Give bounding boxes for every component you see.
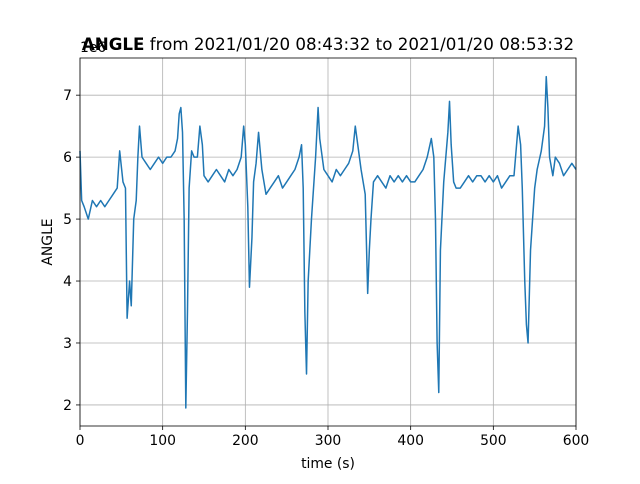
y-offset-label: 1e6 [80, 40, 106, 56]
x-tick-label: 0 [76, 433, 85, 449]
y-tick-label: 7 [63, 88, 72, 104]
axes-frame [79, 57, 577, 427]
y-tick-label: 3 [63, 336, 72, 352]
y-axis-label: ANGLE [40, 218, 56, 265]
x-tick-label: 300 [315, 433, 342, 449]
x-tick-label: 100 [149, 433, 176, 449]
x-tick-label: 200 [232, 433, 259, 449]
x-tick-label: 500 [480, 433, 507, 449]
title-rest: from 2021/01/20 08:43:32 to 2021/01/20 0… [144, 34, 574, 54]
chart-title: ANGLE from 2021/01/20 08:43:32 to 2021/0… [82, 34, 574, 54]
y-tick-label: 2 [63, 398, 72, 414]
x-tick-label: 400 [397, 433, 424, 449]
y-tick-label: 4 [63, 274, 72, 290]
y-tick-label: 5 [63, 212, 72, 228]
x-tick-label: 600 [563, 433, 590, 449]
title-bold: ANGLE [82, 34, 145, 54]
data-line [79, 75, 577, 409]
x-axis-label: time (s) [301, 456, 355, 472]
y-tick-label: 6 [63, 150, 72, 166]
